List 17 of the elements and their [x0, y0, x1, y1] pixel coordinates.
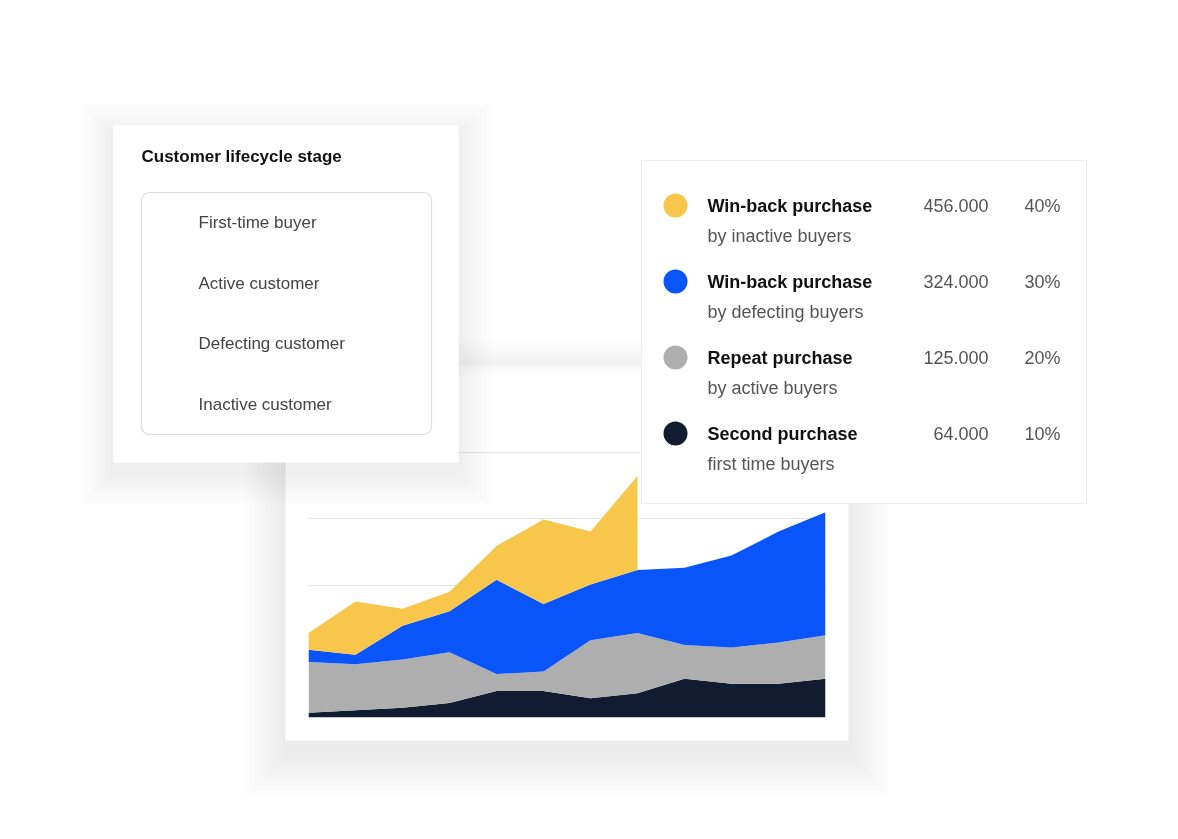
text: Customer lifecycle stage: [141, 147, 342, 166]
text: Inactive customer: [198, 394, 333, 414]
text: 456.000: [923, 196, 989, 216]
text: 40%: [1024, 195, 1061, 216]
text: 64.000: [933, 424, 989, 444]
text: Defecting customer: [198, 334, 346, 354]
text: 324.000: [923, 272, 989, 292]
legend-label: Win-back purchase by inactive buyers: [707, 195, 873, 246]
text: 30%: [1024, 271, 1061, 292]
legend-label: Repeat purchase by active buyers: [707, 347, 853, 398]
text: 10%: [1024, 423, 1061, 444]
text: Active customer: [198, 273, 320, 293]
legend-label: Win-back purchase by defecting buyers: [707, 271, 873, 322]
text: 125.000: [923, 348, 989, 368]
text: 20%: [1024, 347, 1061, 368]
text: First-time buyer: [198, 213, 317, 233]
legend-label: Second purchase first time buyers: [707, 423, 858, 474]
